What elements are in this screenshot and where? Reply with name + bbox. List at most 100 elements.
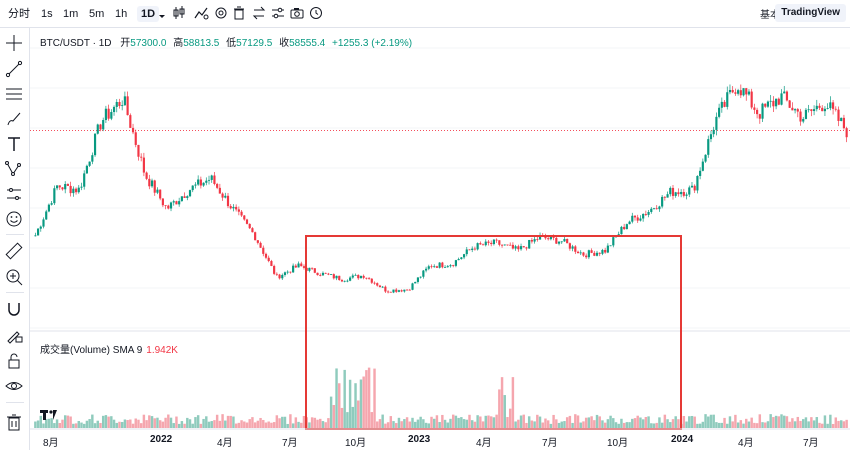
volume-bar xyxy=(769,414,772,428)
crosshair-icon[interactable] xyxy=(5,34,23,52)
timeframe-1m[interactable]: 1m xyxy=(63,8,79,20)
price-chart[interactable] xyxy=(30,28,850,450)
lock-pen-icon[interactable] xyxy=(5,326,23,344)
volume-bar xyxy=(104,415,108,428)
volume-bar xyxy=(807,421,810,428)
candle-body xyxy=(36,228,40,236)
volume-bar xyxy=(788,421,791,428)
symbol-label[interactable]: BTC/USDT · 1D xyxy=(40,38,112,49)
delete-drawings-icon[interactable] xyxy=(5,413,23,431)
timeframe-1s[interactable]: 1s xyxy=(41,8,53,20)
candle-body xyxy=(224,195,227,198)
candle-body xyxy=(522,246,525,248)
volume-bar xyxy=(717,422,721,428)
volume-bar xyxy=(259,417,262,428)
candle-body xyxy=(191,185,194,191)
candle-body xyxy=(419,276,422,278)
timeframe-realtime[interactable]: 分时 xyxy=(8,8,30,20)
volume-bar xyxy=(783,415,786,428)
tradingview-logo-icon[interactable] xyxy=(40,408,62,422)
volume-bar xyxy=(427,423,431,428)
trend-line-icon[interactable] xyxy=(5,60,23,78)
x-axis-label: 2023 xyxy=(408,434,431,445)
volume-bar xyxy=(655,422,658,428)
volume-bar xyxy=(164,417,167,428)
volume-bar xyxy=(167,414,170,428)
camera-icon[interactable] xyxy=(290,5,304,21)
candle-body xyxy=(834,108,837,110)
volume-bar xyxy=(644,416,648,428)
volume-bar xyxy=(357,400,360,428)
compare-swap-icon[interactable] xyxy=(252,5,266,21)
volume-bar xyxy=(563,421,566,428)
lock-icon[interactable] xyxy=(5,352,23,370)
trash-icon[interactable] xyxy=(232,5,246,21)
text-tool-icon[interactable] xyxy=(5,135,23,153)
candle-body xyxy=(126,96,129,116)
candle-body xyxy=(511,244,514,249)
settings-sliders-icon[interactable] xyxy=(271,5,285,21)
volume-bar xyxy=(715,422,718,428)
candle-body xyxy=(430,266,433,268)
candle-body xyxy=(55,185,59,189)
layout-tradingview-button[interactable]: TradingView xyxy=(775,4,846,22)
candle-body xyxy=(609,245,612,247)
volume-bar xyxy=(414,421,417,428)
emoji-icon[interactable] xyxy=(5,210,23,228)
timeframe-1d[interactable]: 1D xyxy=(137,6,160,22)
volume-bar xyxy=(693,416,696,428)
candle-body xyxy=(766,101,770,107)
candle-body xyxy=(812,109,816,112)
volume-bar xyxy=(536,414,539,428)
layout-basic-button[interactable]: 基本版 xyxy=(760,6,790,21)
timeframe-1h[interactable]: 1h xyxy=(115,8,128,20)
candle-body xyxy=(631,215,634,222)
candle-body xyxy=(175,201,178,205)
candle-body xyxy=(400,290,403,292)
candle-body xyxy=(452,265,455,267)
candle-body xyxy=(39,226,42,229)
x-axis-label: 10月 xyxy=(345,438,367,449)
brush-icon[interactable] xyxy=(5,110,23,128)
volume-legend-label[interactable]: 成交量(Volume) SMA 9 xyxy=(40,345,143,356)
replay-clock-icon[interactable] xyxy=(309,5,323,21)
visibility-icon[interactable] xyxy=(5,377,23,395)
candle-body xyxy=(330,274,333,275)
horizontal-lines-icon[interactable] xyxy=(5,85,23,103)
candle-body xyxy=(221,193,224,198)
candle-body xyxy=(693,185,696,191)
volume-bar xyxy=(533,421,536,428)
candle-body xyxy=(490,242,493,245)
candle-type-icon[interactable] xyxy=(172,5,186,21)
volume-bar xyxy=(188,419,192,428)
indicators-icon[interactable] xyxy=(193,5,209,21)
volume-bar xyxy=(324,422,327,428)
volume-bar xyxy=(457,417,460,428)
candle-body xyxy=(140,156,143,158)
volume-bar xyxy=(666,419,669,428)
candle-body xyxy=(256,240,259,243)
zoom-in-icon[interactable] xyxy=(5,268,23,286)
candle-body xyxy=(34,235,37,237)
volume-bar xyxy=(451,414,455,428)
timeframe-dropdown-icon[interactable] xyxy=(158,7,172,23)
volume-bar xyxy=(145,420,148,428)
timeframe-5m[interactable]: 5m xyxy=(89,8,105,20)
candle-body xyxy=(509,244,512,246)
volume-bar xyxy=(112,419,116,428)
pattern-icon[interactable] xyxy=(5,160,23,178)
candle-body xyxy=(47,204,51,212)
prediction-icon[interactable] xyxy=(5,185,23,203)
ruler-icon[interactable] xyxy=(5,242,23,260)
candle-body xyxy=(340,280,344,282)
candle-body xyxy=(197,179,200,185)
volume-bar xyxy=(430,416,433,428)
magnet-icon[interactable] xyxy=(5,300,23,318)
eye-settings-icon[interactable] xyxy=(214,5,228,21)
x-axis-label: 7月 xyxy=(542,438,558,449)
volume-bar xyxy=(131,423,135,428)
volume-bar xyxy=(845,419,848,428)
volume-bar xyxy=(546,420,550,428)
candles-group xyxy=(34,84,848,294)
candle-body xyxy=(397,290,401,292)
